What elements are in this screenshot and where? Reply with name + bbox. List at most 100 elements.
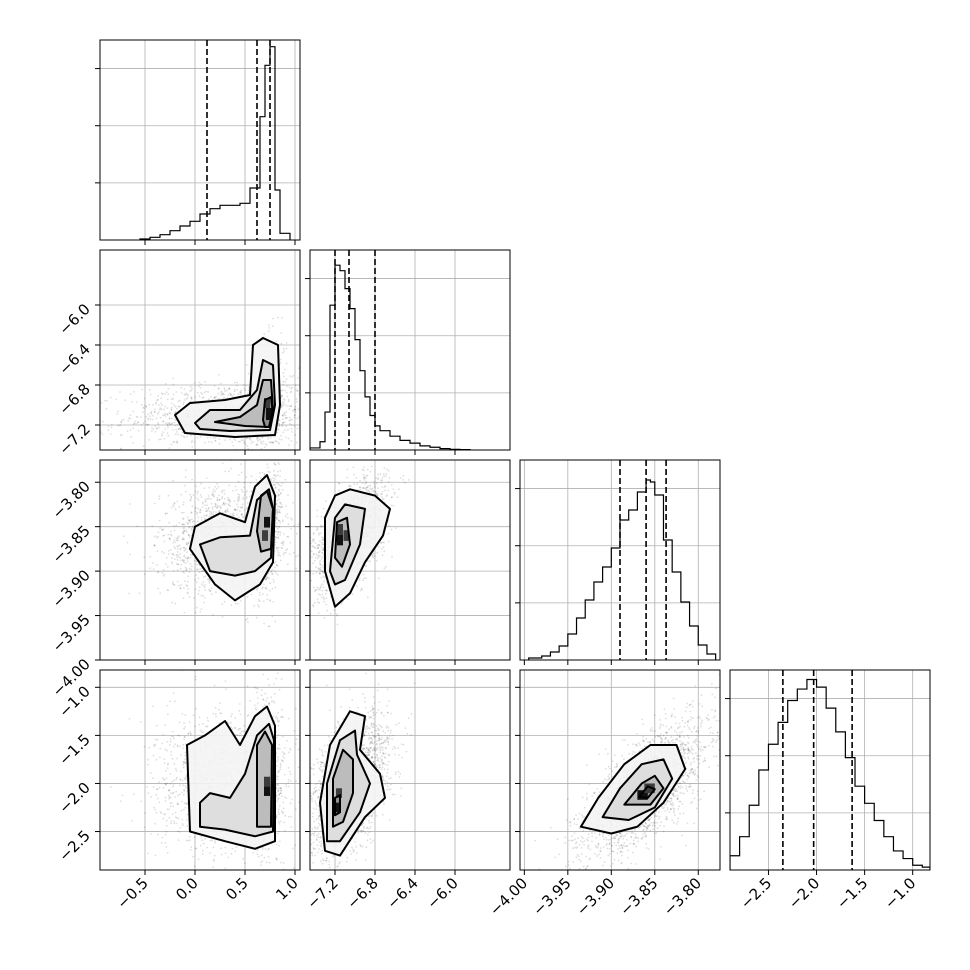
sample-point	[294, 410, 297, 413]
sample-point	[277, 537, 280, 540]
sample-point	[332, 379, 334, 381]
sample-point	[262, 454, 264, 456]
sample-point	[346, 476, 349, 479]
sample-point	[147, 439, 150, 441]
sample-point	[217, 485, 220, 488]
sample-point	[247, 372, 250, 375]
sample-point	[101, 433, 104, 436]
sample-point	[175, 391, 178, 393]
sample-point	[185, 543, 188, 546]
sample-point	[145, 405, 148, 408]
sample-point	[227, 394, 230, 396]
sample-point	[202, 570, 204, 573]
sample-point	[197, 490, 200, 493]
sample-point	[172, 570, 175, 572]
sample-point	[158, 519, 161, 522]
sample-point	[184, 566, 187, 569]
sample-point	[247, 392, 250, 394]
sample-point	[274, 538, 277, 541]
sample-point	[162, 431, 165, 433]
sample-point	[369, 484, 372, 487]
sample-point	[228, 387, 231, 390]
sample-point	[159, 407, 162, 410]
sample-point	[239, 600, 242, 602]
sample-point	[247, 389, 250, 392]
sample-point	[161, 529, 164, 531]
sample-point	[174, 424, 176, 427]
sample-point	[272, 477, 274, 479]
sample-point	[206, 436, 209, 439]
sample-point	[281, 394, 283, 397]
sample-point	[317, 411, 319, 413]
sample-point	[392, 488, 395, 491]
sample-point	[192, 597, 195, 599]
sample-point	[180, 547, 182, 550]
sample-point	[169, 533, 172, 536]
sample-point	[390, 504, 393, 507]
sample-point	[176, 442, 179, 444]
sample-point	[285, 342, 288, 344]
sample-point	[146, 454, 148, 456]
sample-point	[301, 601, 303, 603]
sample-point	[270, 451, 272, 453]
sample-point	[383, 475, 385, 478]
sample-point	[235, 489, 238, 492]
sample-point	[189, 385, 192, 388]
sample-point	[188, 451, 190, 453]
sample-point	[190, 527, 193, 530]
sample-point	[188, 536, 191, 539]
sample-point	[118, 424, 121, 427]
sample-point	[293, 416, 296, 419]
sample-point	[213, 488, 215, 491]
sample-point	[185, 392, 187, 395]
sample-point	[293, 425, 296, 427]
sample-point	[167, 424, 169, 427]
sample-point	[278, 526, 280, 528]
sample-point	[183, 399, 186, 401]
sample-point	[385, 475, 387, 477]
sample-point	[96, 400, 98, 402]
sample-point	[284, 414, 287, 417]
sample-point	[311, 556, 313, 558]
sample-point	[230, 467, 233, 470]
sample-point	[193, 382, 196, 384]
sample-point	[202, 585, 205, 587]
sample-point	[275, 475, 277, 478]
sample-point	[281, 414, 284, 417]
sample-point	[363, 476, 366, 478]
sample-point	[188, 519, 190, 522]
sample-point	[280, 342, 283, 345]
sample-point	[325, 597, 328, 600]
sample-point	[171, 561, 173, 563]
sample-point	[238, 474, 240, 476]
sample-point	[202, 396, 205, 399]
sample-point	[224, 388, 226, 391]
sample-point	[322, 507, 325, 510]
sample-point	[275, 547, 278, 549]
sample-point	[191, 446, 194, 448]
sample-point	[204, 499, 206, 502]
sample-point	[218, 510, 221, 513]
sample-point	[166, 398, 169, 401]
sample-point	[187, 575, 190, 578]
sample-point	[213, 385, 216, 387]
sample-point	[346, 468, 349, 471]
sample-point	[289, 418, 292, 421]
sample-point	[291, 431, 293, 433]
sample-point	[214, 503, 217, 505]
sample-point	[189, 400, 192, 403]
sample-point	[270, 441, 273, 443]
sample-point	[221, 615, 224, 618]
sample-point	[179, 427, 181, 430]
sample-point	[208, 506, 210, 509]
sample-point	[265, 466, 267, 468]
sample-point	[250, 439, 253, 441]
sample-point	[141, 404, 143, 406]
sample-point	[286, 517, 289, 519]
sample-point	[268, 577, 270, 580]
sample-point	[163, 552, 165, 554]
sample-point	[275, 511, 278, 514]
sample-point	[318, 532, 320, 534]
sample-point	[261, 471, 264, 474]
sample-point	[402, 479, 405, 481]
